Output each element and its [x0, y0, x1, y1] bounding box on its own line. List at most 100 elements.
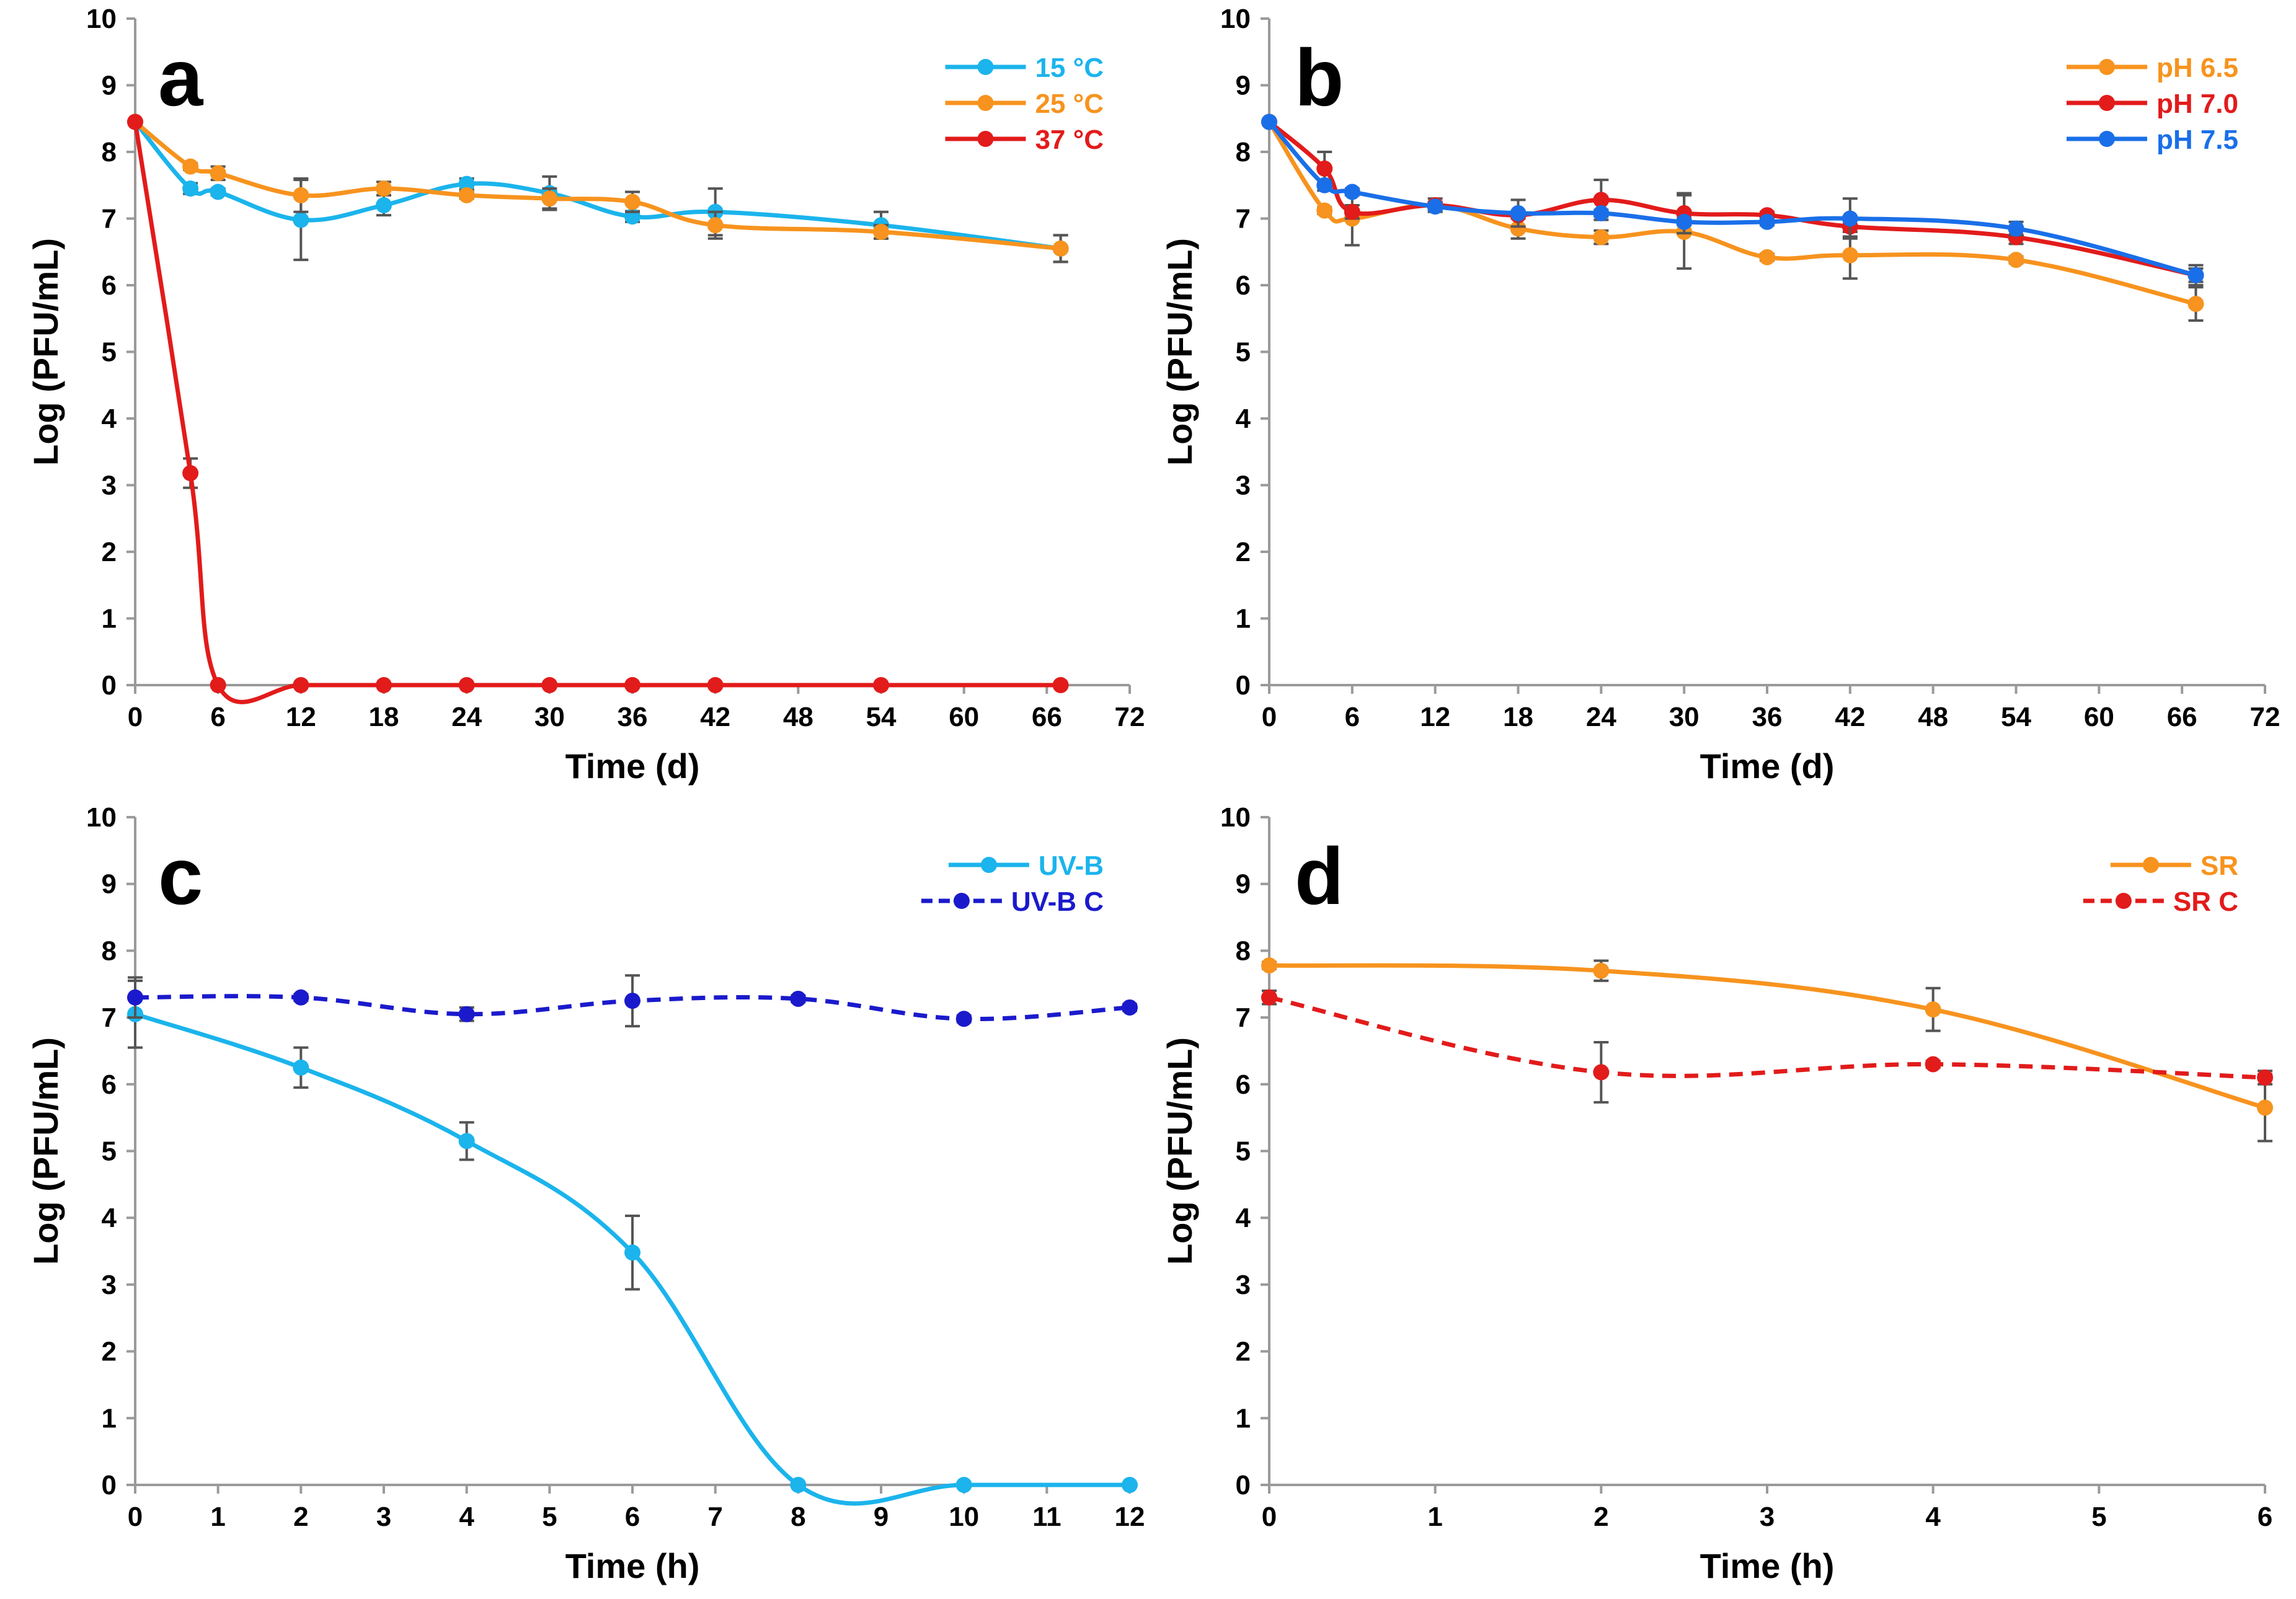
x-tick-label: 18	[1503, 702, 1533, 732]
data-point	[210, 165, 226, 182]
x-tick-label: 6	[1345, 702, 1360, 732]
y-tick-label: 7	[1236, 1003, 1251, 1033]
x-tick-label: 7	[707, 1502, 722, 1532]
x-tick-label: 0	[128, 1502, 143, 1532]
data-point	[541, 677, 558, 693]
data-point	[1052, 677, 1069, 693]
series-ph-6-5	[1261, 113, 2204, 322]
data-point	[1593, 229, 1610, 246]
legend-label: pH 6.5	[2156, 53, 2238, 83]
y-axis-title: Log (PFU/mL)	[26, 1037, 65, 1265]
data-point	[790, 990, 807, 1007]
legend-marker	[980, 857, 997, 873]
x-tick-label: 42	[700, 702, 730, 732]
data-point	[2257, 1070, 2273, 1086]
data-point	[1510, 205, 1527, 221]
x-tick-label: 24	[1586, 702, 1616, 732]
legend-marker	[2115, 893, 2132, 909]
series-line	[1269, 995, 2266, 1080]
x-tick-label: 10	[949, 1502, 979, 1532]
y-tick-label: 6	[102, 270, 117, 301]
y-tick-label: 4	[1236, 404, 1251, 434]
y-tick-label: 7	[102, 1003, 117, 1033]
x-tick-label: 18	[369, 702, 399, 732]
x-tick-label: 6	[625, 1502, 640, 1532]
y-tick-label: 5	[1236, 1136, 1251, 1167]
y-tick-label: 3	[102, 1270, 117, 1300]
x-tick-label: 60	[949, 702, 979, 732]
y-tick-label: 4	[102, 1203, 117, 1233]
data-point	[707, 677, 724, 693]
data-point	[1316, 160, 1333, 177]
legend-label: pH 7.5	[2156, 125, 2238, 155]
y-tick-label: 0	[1236, 670, 1251, 701]
panel-letter: a	[158, 32, 204, 123]
y-tick-label: 2	[102, 1337, 117, 1367]
x-tick-label: 12	[1420, 702, 1450, 732]
x-axis-title: Time (h)	[1700, 1546, 1835, 1585]
y-tick-label: 9	[1236, 71, 1251, 101]
data-point	[624, 193, 640, 210]
y-tick-label: 10	[86, 802, 117, 833]
y-tick-label: 9	[102, 71, 117, 101]
y-tick-label: 3	[1236, 1270, 1251, 1300]
legend: UV-B UV-B C	[921, 851, 1104, 917]
data-point	[790, 1477, 807, 1493]
panel-letter: b	[1295, 32, 1344, 123]
x-tick-label: 3	[376, 1502, 391, 1532]
series-line	[1267, 120, 2197, 278]
x-tick-label: 54	[2001, 702, 2031, 732]
x-tick-label: 6	[210, 702, 225, 732]
x-tick-label: 54	[866, 702, 897, 732]
data-point	[2008, 252, 2024, 268]
data-point	[293, 211, 309, 228]
x-tick-label: 5	[542, 1502, 557, 1532]
x-axis-title: Time (d)	[1700, 746, 1835, 786]
data-point	[182, 158, 199, 175]
x-tick-label: 48	[783, 702, 813, 732]
y-tick-label: 1	[102, 604, 117, 634]
data-point	[873, 677, 889, 693]
x-tick-label: 6	[2258, 1502, 2272, 1532]
y-tick-label: 6	[1236, 270, 1251, 301]
data-point	[1676, 213, 1693, 230]
y-tick-label: 6	[102, 1070, 117, 1100]
series-ph-7-5	[1261, 113, 2204, 286]
y-tick-label: 2	[1236, 537, 1251, 567]
y-tick-label: 10	[1220, 802, 1251, 833]
y-tick-label: 4	[1236, 1203, 1251, 1233]
y-tick-label: 1	[1236, 1403, 1251, 1433]
y-tick-label: 5	[102, 337, 117, 368]
data-point	[458, 677, 475, 693]
data-point	[1344, 184, 1360, 200]
legend: pH 6.5 pH 7.0 pH 7.5	[2066, 53, 2238, 155]
y-axis-title: Log (PFU/mL)	[1160, 238, 1199, 466]
data-point	[127, 113, 143, 130]
x-tick-label: 1	[1427, 1502, 1442, 1532]
series-uv-b-c	[127, 974, 1138, 1028]
legend-marker	[977, 59, 994, 75]
y-tick-label: 8	[102, 137, 117, 167]
data-point	[2187, 296, 2204, 312]
data-point	[376, 677, 392, 693]
y-tick-label: 0	[102, 1470, 117, 1500]
y-tick-label: 3	[1236, 471, 1251, 501]
series-37-c	[127, 113, 1069, 704]
series-line	[1267, 120, 2197, 278]
x-tick-label: 60	[2084, 702, 2114, 732]
series-line	[133, 122, 1061, 704]
y-tick-label: 4	[102, 404, 117, 434]
series-uv-b	[127, 979, 1138, 1506]
series-line	[133, 120, 1062, 251]
panel-letter: c	[158, 831, 203, 921]
data-point	[458, 175, 475, 192]
y-tick-label: 8	[1236, 936, 1251, 966]
legend-label: SR	[2201, 851, 2238, 881]
legend-label: 25 °C	[1035, 89, 1104, 119]
x-tick-label: 9	[874, 1502, 889, 1532]
x-tick-label: 30	[1669, 702, 1700, 732]
data-point	[1427, 198, 1443, 215]
y-tick-label: 10	[86, 4, 117, 34]
legend-marker	[977, 95, 994, 111]
